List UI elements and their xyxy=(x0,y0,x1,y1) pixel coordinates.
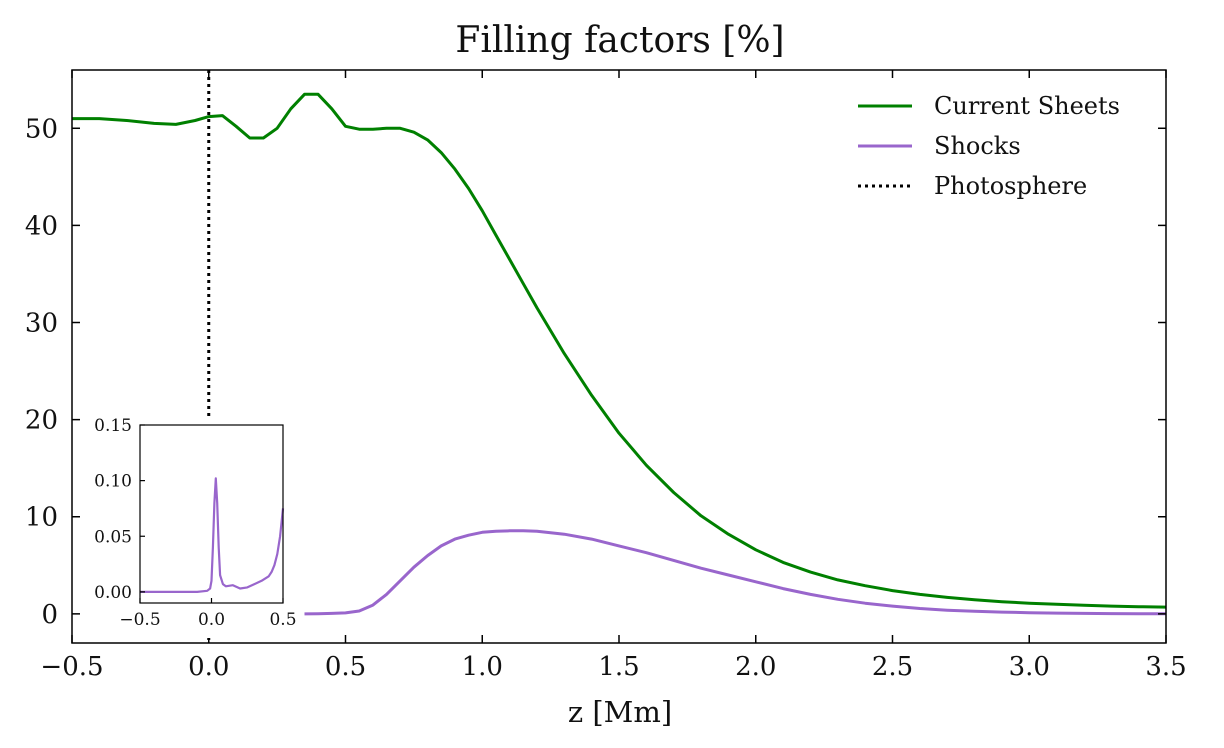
chart-title: Filling factors [%] xyxy=(455,20,784,61)
x-tick-label: 3.0 xyxy=(1009,652,1050,682)
y-tick-label: 30 xyxy=(25,309,58,339)
inset-background xyxy=(80,418,302,638)
x-tick-label: −0.5 xyxy=(40,652,103,682)
series-shocks-line xyxy=(304,529,1167,616)
inset-y-tick-label: 0.00 xyxy=(94,583,132,603)
legend-label-shocks: Shocks xyxy=(934,132,1021,160)
inset-plot: −0.5 0.0 0.5 0.00 0.05 0.10 0.15 xyxy=(80,416,302,638)
inset-series-shocks-line xyxy=(140,477,285,593)
y-tick-label: 50 xyxy=(25,114,58,144)
legend-label-current-sheets: Current Sheets xyxy=(934,92,1120,120)
x-tick-label: 3.5 xyxy=(1145,652,1186,682)
legend: Current Sheets Shocks Photosphere xyxy=(858,92,1120,200)
x-tick-label: 1.5 xyxy=(598,652,639,682)
y-tick-label: 40 xyxy=(25,211,58,241)
inset-y-tick-label: 0.05 xyxy=(94,527,132,547)
x-tick-label: 1.0 xyxy=(462,652,503,682)
inset-x-tick-label: 0.5 xyxy=(269,610,296,630)
series-current-sheets-line xyxy=(72,92,1167,609)
x-tick-label: 2.5 xyxy=(872,652,913,682)
inset-y-tick-label: 0.10 xyxy=(94,472,132,492)
y-tick-label: 0 xyxy=(41,600,58,630)
x-axis-label: z [Mm] xyxy=(568,695,672,729)
main-plot-area: −0.5 0.0 0.5 1.0 1.5 2.0 2.5 3.0 3.5 0 10 20 30 40 50 xyxy=(25,69,1187,682)
x-tick-label: 2.0 xyxy=(735,652,776,682)
legend-label-photosphere: Photosphere xyxy=(934,172,1087,200)
inset-x-tick-label: 0.0 xyxy=(198,610,225,630)
y-tick-label: 10 xyxy=(25,503,58,533)
x-tick-label: 0.5 xyxy=(325,652,366,682)
x-tick-label: 0.0 xyxy=(188,652,229,682)
inset-x-tick-label: −0.5 xyxy=(119,610,160,630)
inset-y-tick-label: 0.15 xyxy=(94,416,132,436)
y-tick-label: 20 xyxy=(25,406,58,436)
